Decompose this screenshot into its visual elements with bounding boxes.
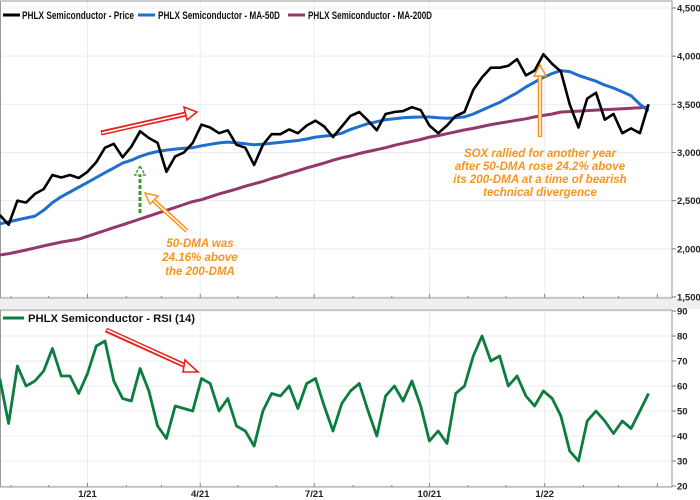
price-line [0, 52, 650, 227]
orange-arrow-sox-peak [532, 63, 548, 137]
annotation-line: SOX rallied for another year [464, 148, 617, 160]
annotation-line: after 50-DMA rose 24.2% above [455, 161, 626, 173]
rsi-ytick-label: 60 [677, 382, 688, 393]
rsi-legend: PHLX Semiconductor - RSI (14) [3, 313, 195, 325]
price-ytick-label: 2,000 [677, 244, 700, 255]
legend-label-ma50: PHLX Semiconductor - MA-50D [158, 10, 280, 22]
price-ytick-label: 2,500 [677, 196, 700, 207]
panel-gap [0, 299, 700, 309]
rsi-ytick-label: 80 [677, 332, 688, 343]
xtick-label: 4/21 [191, 489, 210, 500]
rsi-ytick-label: 40 [677, 432, 688, 443]
legend-label-ma200: PHLX Semiconductor - MA-200D [308, 10, 432, 22]
rsi-ytick-label: 70 [677, 357, 688, 368]
legend-label-price: PHLX Semiconductor - Price [22, 10, 134, 22]
rsi-panel-frame [0, 309, 673, 488]
red-arrow-price-higher-high [100, 105, 199, 136]
annotation-line: 24.16% above [161, 252, 238, 264]
rsi-ytick-label: 50 [677, 407, 688, 418]
price-ytick-label: 3,500 [677, 100, 700, 111]
annotation-line: 50-DMA was [166, 238, 233, 250]
xtick-label: 7/21 [305, 489, 324, 500]
annotation-line: its 200-DMA at a time of bearish [453, 174, 626, 186]
price-ytick-label: 4,000 [677, 52, 700, 63]
gridlines [1, 1, 672, 487]
rsi-line [0, 334, 650, 463]
series-lines [0, 52, 650, 463]
price-legend: PHLX Semiconductor - Price PHLX Semicond… [3, 10, 432, 22]
rsi-ytick-label: 20 [677, 482, 688, 493]
annotation-sox-rally: SOX rallied for another year after 50-DM… [453, 148, 626, 199]
green-dashed-arrow [133, 164, 147, 213]
xtick-label: 10/21 [418, 489, 442, 500]
red-arrow-rsi-lower-high [104, 327, 201, 373]
price-ytick-label: 3,000 [677, 148, 700, 159]
annotation-line: technical divergence [483, 187, 597, 199]
rsi-ytick-label: 90 [677, 307, 688, 318]
xtick-label: 1/21 [78, 489, 97, 500]
orange-arrow-ma-gap [143, 191, 189, 233]
legend-label-rsi: PHLX Semiconductor - RSI (14) [28, 313, 195, 325]
xtick-label: 1/22 [535, 489, 554, 500]
price-panel-frame [0, 0, 673, 299]
rsi-ytick-label: 30 [677, 457, 688, 468]
price-ytick-label: 4,500 [677, 4, 700, 15]
price-ytick-label: 1,500 [677, 293, 700, 304]
annotation-ma-gap: 50-DMA was 24.16% above the 200-DMA [161, 238, 238, 278]
annotation-line: the 200-DMA [165, 266, 235, 278]
